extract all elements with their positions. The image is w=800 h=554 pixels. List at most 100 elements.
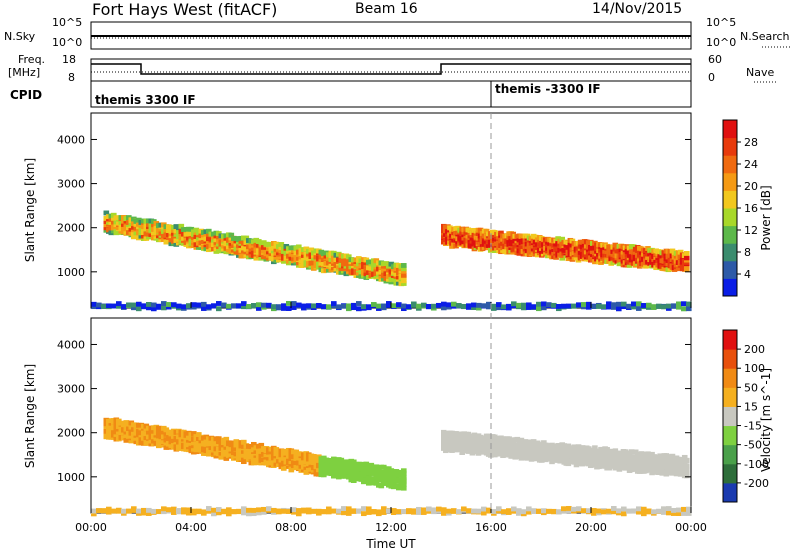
echo-cell [491,509,497,514]
echo-cell [532,234,539,240]
echo-cell [621,301,627,307]
echo-cell [186,510,192,516]
echo-cell [141,304,147,310]
echo-cell [181,507,187,513]
freq-label-2: [MHz] [8,66,41,79]
echo-cell [401,278,407,284]
beam-label: Beam 16 [355,1,418,17]
echo-cell [661,509,667,515]
echo-cell [431,303,437,309]
echo-cell [171,302,177,308]
echo-cell [516,508,522,514]
echo-cell [366,510,372,515]
echo-cell [441,507,447,513]
echo-cell [351,302,357,308]
colorbar-tick-label: -200 [744,477,769,490]
echo-cell [531,509,537,514]
colorbar-tick-label: 16 [744,202,758,215]
echo-cell [151,508,157,514]
echo-cell [391,508,397,513]
echo-cell [676,507,682,513]
echo-cell [511,301,517,307]
echo-cell [256,507,262,513]
echo-cell [401,272,407,278]
echo-cell [388,261,395,267]
echo-cell [106,303,112,309]
echo-cell [366,506,372,512]
echo-cell [401,474,407,480]
echo-cell [188,226,195,232]
echo-cell [446,302,452,308]
echo-cell [683,264,690,270]
program-right: themis -3300 IF [495,82,601,96]
echo-cell [326,506,332,512]
echo-cell [286,306,292,311]
echo-cell [311,508,317,514]
echo-cell [176,303,182,309]
echo-cell [566,508,572,514]
echo-cell [586,304,592,310]
echo-cell [671,511,677,516]
echo-cell [386,508,392,514]
echo-cell [401,485,407,491]
power-ylabel: Slant Range [km] [23,158,37,262]
echo-cell [669,262,676,268]
echo-cell [196,302,202,308]
echo-cell [683,458,690,464]
sky-panel [90,21,790,50]
colorbar-swatch [723,225,737,244]
echo-cell [106,509,112,515]
echo-cell [441,305,447,311]
echo-cell [201,306,207,311]
echo-cell [361,506,367,512]
echo-cell [103,210,110,216]
echo-cell [321,509,327,514]
echo-cell [241,506,247,512]
colorbar-tick-label: 100 [744,362,765,375]
colorbar-swatch [723,425,737,446]
echo-cell [683,467,690,473]
echo-cell [308,247,315,253]
echo-cell [421,510,427,515]
echo-cell [406,304,412,310]
echo-cell [211,511,217,517]
echo-cell [671,507,677,513]
echo-cell [131,305,137,311]
echo-cell [256,302,262,308]
colorbar-swatch [723,137,737,156]
echo-cell [471,302,477,308]
echo-cell [426,506,432,512]
echo-cell [261,509,267,515]
echo-cell [341,506,347,511]
echo-cell [616,306,622,312]
echo-cell [441,301,447,307]
echo-cell [466,303,472,309]
echo-cell [486,304,492,310]
echo-cell [151,306,157,312]
echo-cell [683,470,690,476]
echo-cell [146,305,152,311]
echo-cell [416,303,422,309]
echo-cell [686,506,692,512]
echo-cell [161,237,167,242]
nsky-label: N.Sky [4,30,36,43]
colorbar-swatch [723,278,737,297]
date-label: 14/Nov/2015 [592,1,683,17]
echo-cell [291,305,297,310]
echo-cell [336,508,342,514]
echo-cell [206,304,212,310]
echo-cell [291,507,297,513]
echo-cell [281,303,287,309]
x-tick-label: 00:00 [75,521,107,534]
echo-cell [611,506,617,511]
echo-cell [121,304,127,309]
echo-cell [211,303,217,309]
echo-cell [456,303,462,308]
colorbar-tick-label: 50 [744,381,758,394]
echo-cell [351,509,357,514]
echo-cell [526,509,532,515]
echo-cell [576,302,582,308]
echo-cell [551,302,557,308]
echo-cell [136,508,142,514]
echo-cell [176,509,182,515]
